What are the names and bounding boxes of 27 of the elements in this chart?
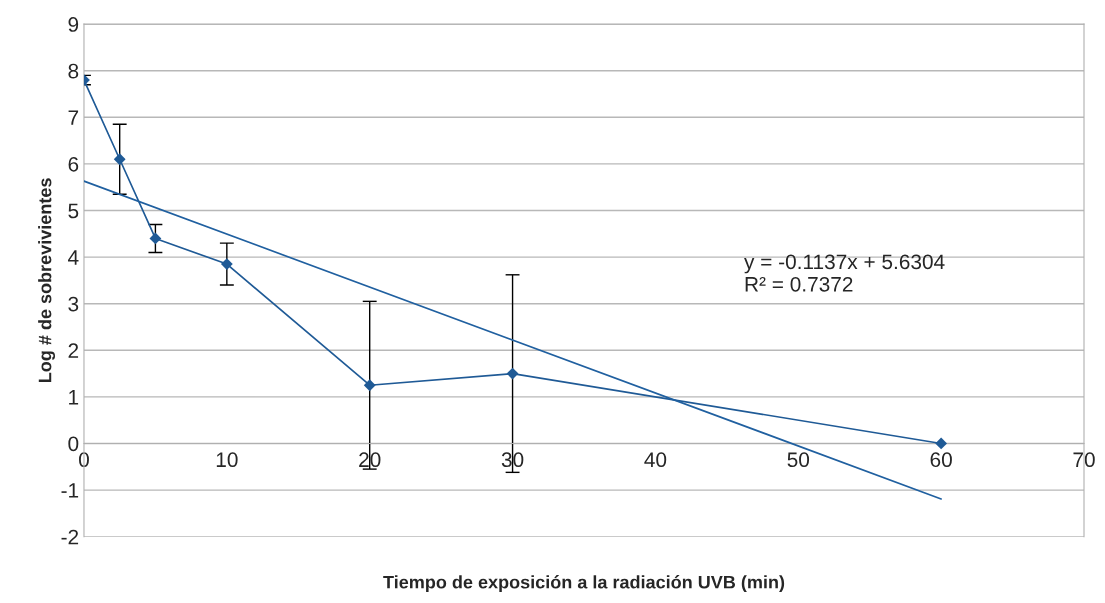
y-tick-label: 6 (68, 156, 79, 172)
y-tick-label: 9 (68, 17, 79, 32)
y-axis-title: Log # de sobrevivientes (38, 178, 56, 383)
point (506, 367, 519, 380)
x-tick-label: 70 (1073, 452, 1095, 468)
y-tick-label: -2 (61, 529, 79, 545)
x-axis-title: Tiempo de exposición a la radiación UVB (min) (383, 575, 785, 593)
y-tick-label: 1 (69, 390, 79, 405)
x-tick-label: 0 (79, 452, 89, 468)
point (113, 153, 126, 166)
y-tick-label: 8 (68, 63, 79, 79)
y-tick-label: -1 (61, 483, 79, 498)
y-tick-label: 7 (68, 110, 79, 125)
point (935, 437, 948, 450)
point (363, 379, 376, 392)
y-tick-label: 4 (68, 250, 79, 265)
y-tick-label: 0 (68, 436, 79, 452)
y-tick-label: 3 (68, 296, 79, 312)
x-tick-label: 60 (930, 452, 952, 468)
annotation: y = -0.1137x + 5.6304 R² = 0.7372 (744, 254, 945, 292)
y-tick-label: 2 (68, 343, 79, 358)
x-tick-label: 50 (787, 452, 810, 468)
y-tick-label: 5 (68, 203, 79, 219)
x-tick-label: 10 (216, 452, 238, 468)
x-tick-label: 40 (644, 452, 667, 468)
point (220, 258, 233, 270)
point (149, 232, 162, 245)
